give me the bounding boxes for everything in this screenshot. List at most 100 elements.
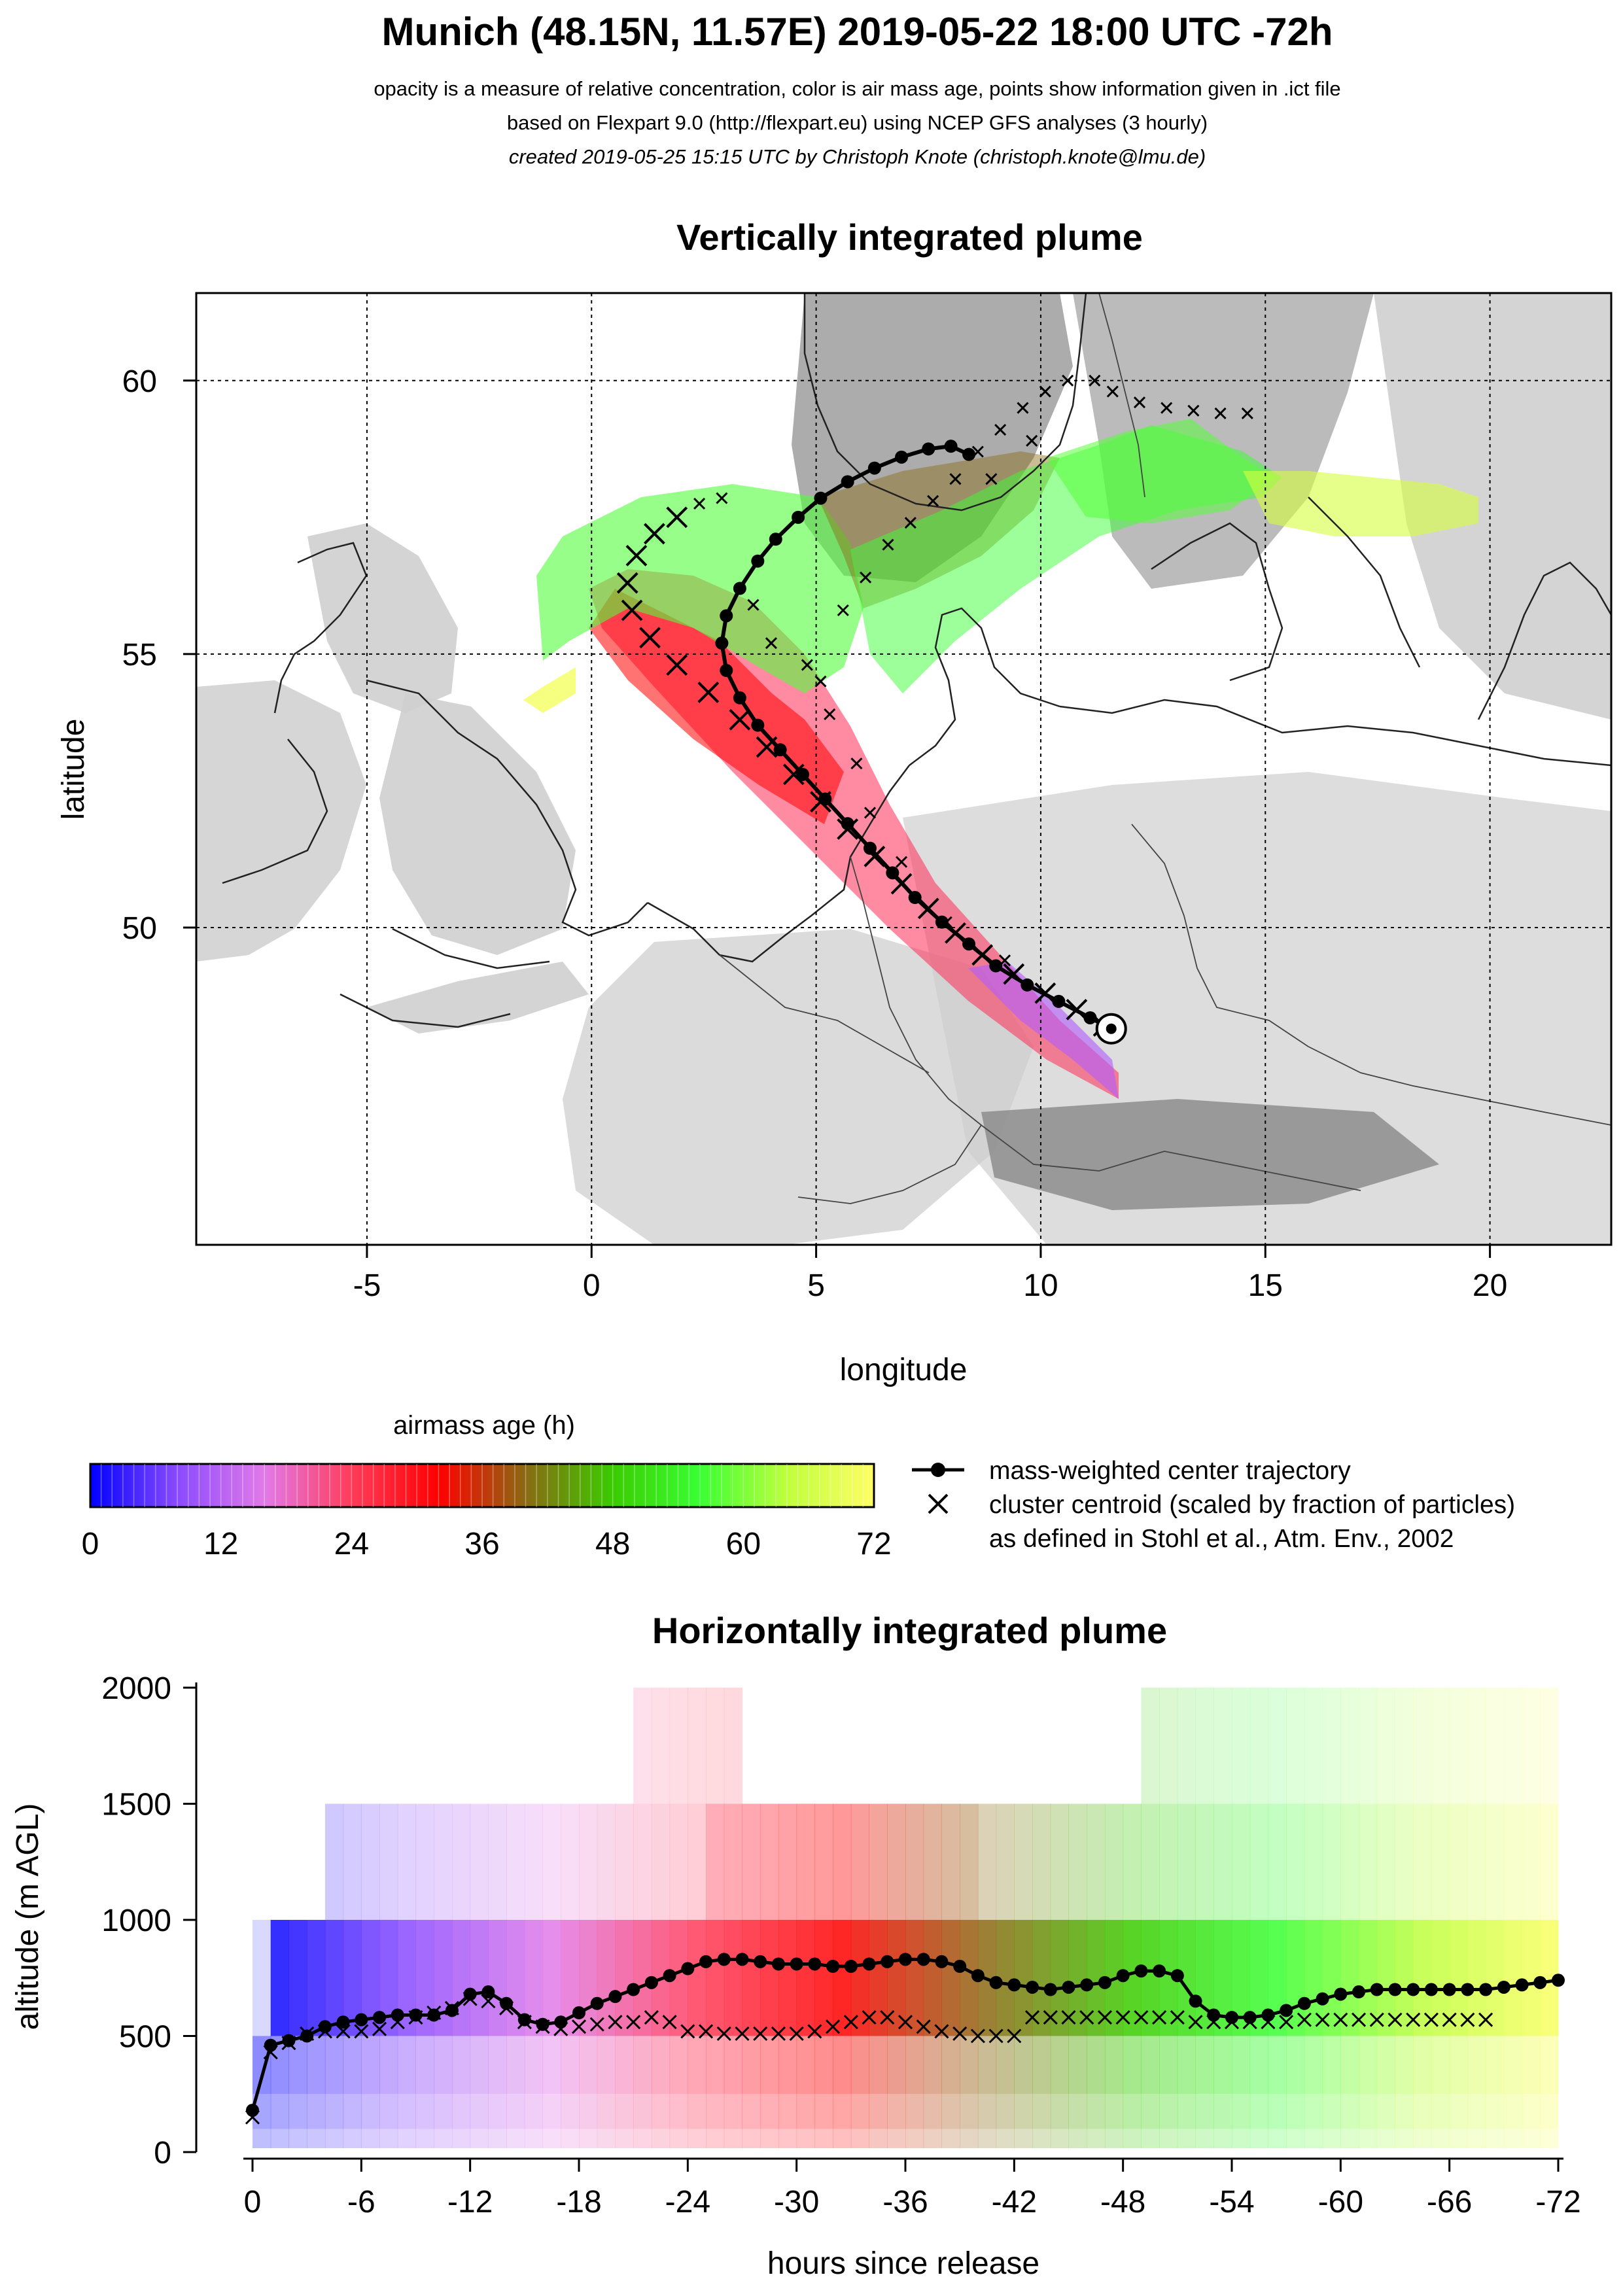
plume-centroid-mark: [1134, 2010, 1149, 2025]
map-trajectory-point: [720, 663, 733, 677]
map-trajectory-point: [733, 691, 746, 704]
plume-centroid-mark: [1369, 2012, 1384, 2027]
plume-cell: [869, 1803, 888, 1920]
colorbar-title: airmass age (h): [393, 1411, 575, 1440]
plume-centroid-mark: [988, 2028, 1003, 2044]
plume-cell: [1087, 2094, 1106, 2129]
plume-cell: [996, 2094, 1015, 2129]
map-centroid-mark: [716, 492, 728, 504]
map-centroid-mark: [643, 523, 665, 545]
plume-cell: [887, 2094, 906, 2129]
plume-cell: [977, 2036, 997, 2095]
plume-cell: [760, 1803, 779, 1920]
plume-cell: [833, 1803, 852, 1920]
plume-x-tick-label: -66: [1427, 2185, 1472, 2219]
plume-trajectory-point: [1388, 1983, 1402, 1996]
plume-cell: [470, 1920, 489, 2036]
map-y-tick-label: 60: [122, 364, 157, 399]
plume-x-tick-label: -72: [1535, 2185, 1580, 2219]
plume-centroid-mark: [898, 2015, 913, 2030]
plume-cell: [760, 2094, 779, 2129]
colorbar-tick-label: 36: [464, 1527, 499, 1561]
plume-centroid-mark: [716, 2026, 731, 2042]
plume-centroid-mark: [336, 2024, 351, 2039]
plume-cell: [1032, 1803, 1051, 1920]
plume-x-axis: 0 -6 -12 -18 -24 -30 -36 -42 -48 -54 -60 -66 -72: [244, 2159, 1581, 2219]
plume-cell: [960, 2094, 979, 2129]
plume-cell: [1376, 2094, 1395, 2129]
plume-cell: [1068, 2129, 1087, 2148]
plume-cell: [1141, 2129, 1160, 2148]
plume-cell: [597, 1803, 616, 1920]
map-centroid-mark: [864, 807, 877, 819]
plume-x-tick-label: -18: [556, 2185, 601, 2219]
map-centroid-mark: [904, 517, 916, 529]
plume-trajectory-point: [1243, 2011, 1257, 2025]
map-frame: [195, 292, 1613, 1246]
plume-cell: [1213, 1688, 1232, 1804]
plume-cell: [760, 2129, 779, 2148]
plume-trajectory-point: [445, 2004, 459, 2017]
plume-cell: [1014, 2036, 1033, 2095]
plume-trajectory-point: [282, 2034, 296, 2047]
plume-centroid-mark: [589, 2017, 604, 2032]
plume-cell: [506, 2129, 525, 2148]
plume-centroid-mark: [1043, 2010, 1058, 2025]
plume-centroid-mark: [662, 2015, 677, 2030]
plume-trajectory-point: [1134, 1964, 1148, 1978]
plume-centroid-mark: [1315, 2012, 1330, 2027]
plume-cell: [1431, 2129, 1450, 2148]
plume-trajectory-point: [844, 1960, 858, 1973]
plume-cell: [905, 2036, 924, 2095]
plume-cell: [561, 1803, 580, 1920]
map-centroid-mark: [747, 599, 759, 611]
plume-cell: [905, 2129, 924, 2148]
map-centroid-mark: [801, 659, 813, 671]
plume-cell: [1014, 2094, 1033, 2129]
plume-cell: [688, 1920, 707, 2036]
plume-cell: [724, 1920, 742, 2036]
plume-cell: [941, 1803, 960, 1920]
plume-cell: [905, 2094, 924, 2129]
plume-cell: [651, 1688, 671, 1804]
plume-cell: [307, 2129, 326, 2148]
plume-cell: [651, 2129, 671, 2148]
plume-trajectory-point: [391, 2008, 404, 2022]
map-centroid-mark: [693, 497, 706, 510]
map-trajectory-point: [751, 554, 765, 568]
plume-cell: [1322, 1803, 1341, 1920]
legend-centroid-source: as defined in Stohl et al., Atm. Env., 2…: [989, 1525, 1454, 1553]
plume-cell: [615, 2036, 634, 2095]
plume-cell: [706, 1803, 725, 1920]
colorbar-tick-label: 0: [82, 1527, 99, 1561]
plume-cell: [1087, 2129, 1106, 2148]
plume-trajectory-point: [264, 2038, 277, 2052]
terrain-shading: [196, 293, 1611, 1245]
map-trajectory-point: [773, 743, 787, 757]
plume-cell: [833, 1920, 852, 2036]
map-trajectory-point: [895, 450, 909, 464]
plume-cell: [796, 2094, 815, 2129]
legend-dot-swatch: [931, 1463, 945, 1477]
plume-cell: [1376, 1688, 1395, 1804]
plume-cell: [470, 2129, 489, 2148]
plume-cell: [1159, 2094, 1178, 2129]
plume-cell: [524, 1803, 544, 1920]
plume-cell: [669, 1688, 688, 1804]
plume-cell: [1304, 1803, 1323, 1920]
plume-cell: [1340, 1803, 1359, 1920]
plume-cell: [1014, 1803, 1033, 1920]
plume-cell: [1449, 2094, 1468, 2129]
plume-trajectory-point: [1515, 1978, 1529, 1992]
plume-centroid-mark: [481, 1994, 496, 2009]
plume-trajectory-point: [246, 2104, 259, 2117]
plume-centroid-mark: [1297, 2012, 1312, 2027]
plume-cell: [597, 2094, 616, 2129]
map-centroid-mark: [896, 856, 908, 868]
plume-centroid-mark: [1442, 2012, 1457, 2027]
plume-trajectory-point: [1280, 2004, 1293, 2017]
plume-x-tick-label: -30: [774, 2185, 819, 2219]
plume-cell: [1340, 2036, 1359, 2095]
plume-cell: [1486, 1920, 1505, 2036]
plume-cell: [1104, 2129, 1124, 2148]
